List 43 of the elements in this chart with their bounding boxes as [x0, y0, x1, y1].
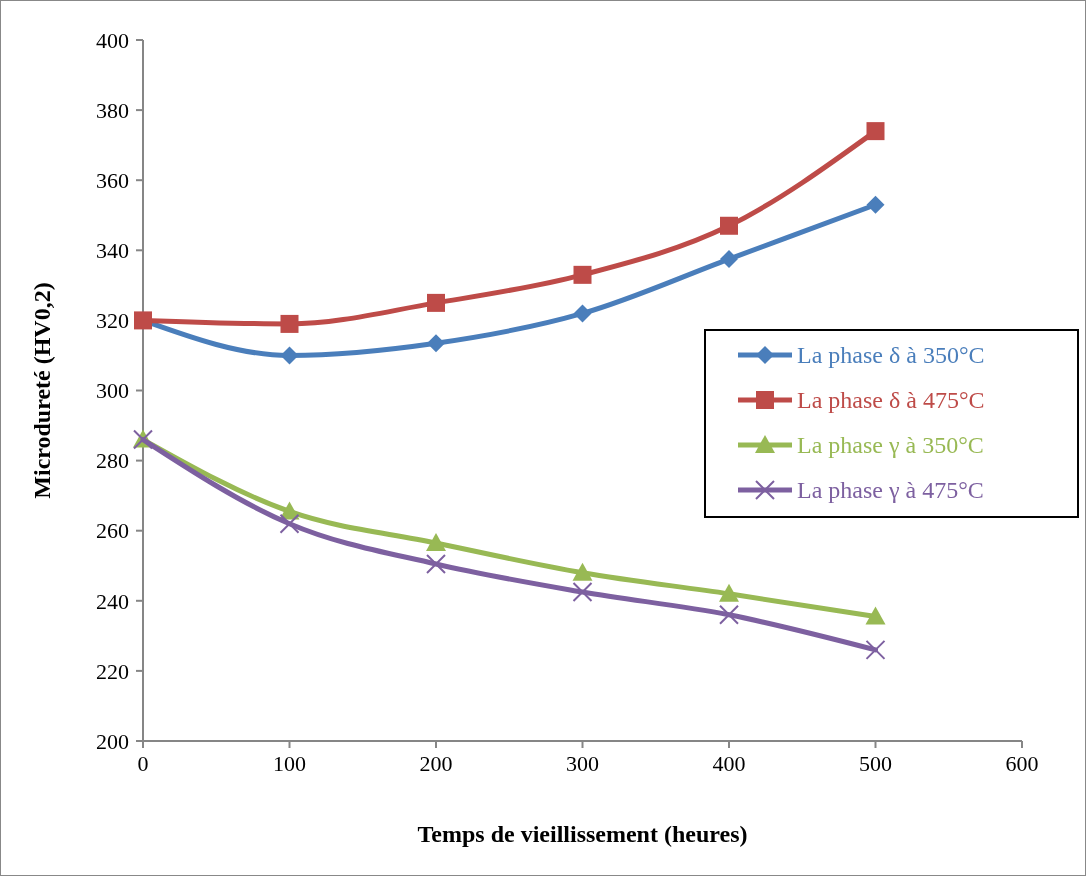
legend-label: La phase γ à 350°C — [797, 432, 984, 459]
point — [866, 122, 885, 141]
y-tick-label: 220 — [96, 658, 129, 684]
x-tick-label: 200 — [419, 751, 453, 776]
y-tick-label: 380 — [96, 97, 129, 123]
point — [720, 250, 738, 269]
legend-label: La phase γ à 475°C — [797, 477, 984, 504]
y-tick-label: 300 — [96, 378, 129, 404]
y-tick-label: 360 — [96, 167, 129, 193]
point — [573, 265, 592, 284]
x-tick-label: 100 — [273, 751, 306, 776]
x-tick-label: 600 — [1005, 751, 1039, 776]
point — [572, 582, 593, 603]
x-tick-label: 500 — [859, 751, 892, 776]
point — [426, 554, 446, 574]
point — [280, 314, 299, 333]
point — [865, 639, 886, 660]
point — [427, 334, 445, 353]
y-tick-label: 400 — [96, 27, 129, 53]
point — [719, 604, 739, 625]
x-tick-label: 300 — [566, 751, 599, 776]
y-tick-label: 240 — [96, 588, 129, 614]
x-axis-title: Temps de vieillissement (heures) — [417, 821, 748, 847]
point — [572, 562, 593, 581]
y-tick-label: 340 — [96, 238, 129, 263]
point — [720, 216, 738, 235]
point — [865, 606, 886, 625]
legend-label: La phase δ à 350°C — [797, 342, 985, 369]
y-tick-label: 280 — [96, 448, 129, 474]
y-tick-label: 200 — [96, 728, 129, 754]
y-axis-title: Microdureté (HV0,2) — [29, 282, 55, 499]
x-tick-label: 400 — [712, 751, 746, 776]
point — [280, 346, 299, 365]
point — [866, 195, 885, 214]
y-tick-label: 260 — [96, 518, 129, 544]
point — [426, 532, 446, 551]
point — [279, 513, 300, 534]
y-tick-label: 320 — [96, 308, 129, 334]
point — [719, 583, 739, 602]
x-tick-label: 0 — [137, 751, 149, 776]
point — [427, 293, 445, 312]
legend-label: La phase δ à 475°C — [797, 387, 985, 414]
point — [573, 304, 592, 323]
